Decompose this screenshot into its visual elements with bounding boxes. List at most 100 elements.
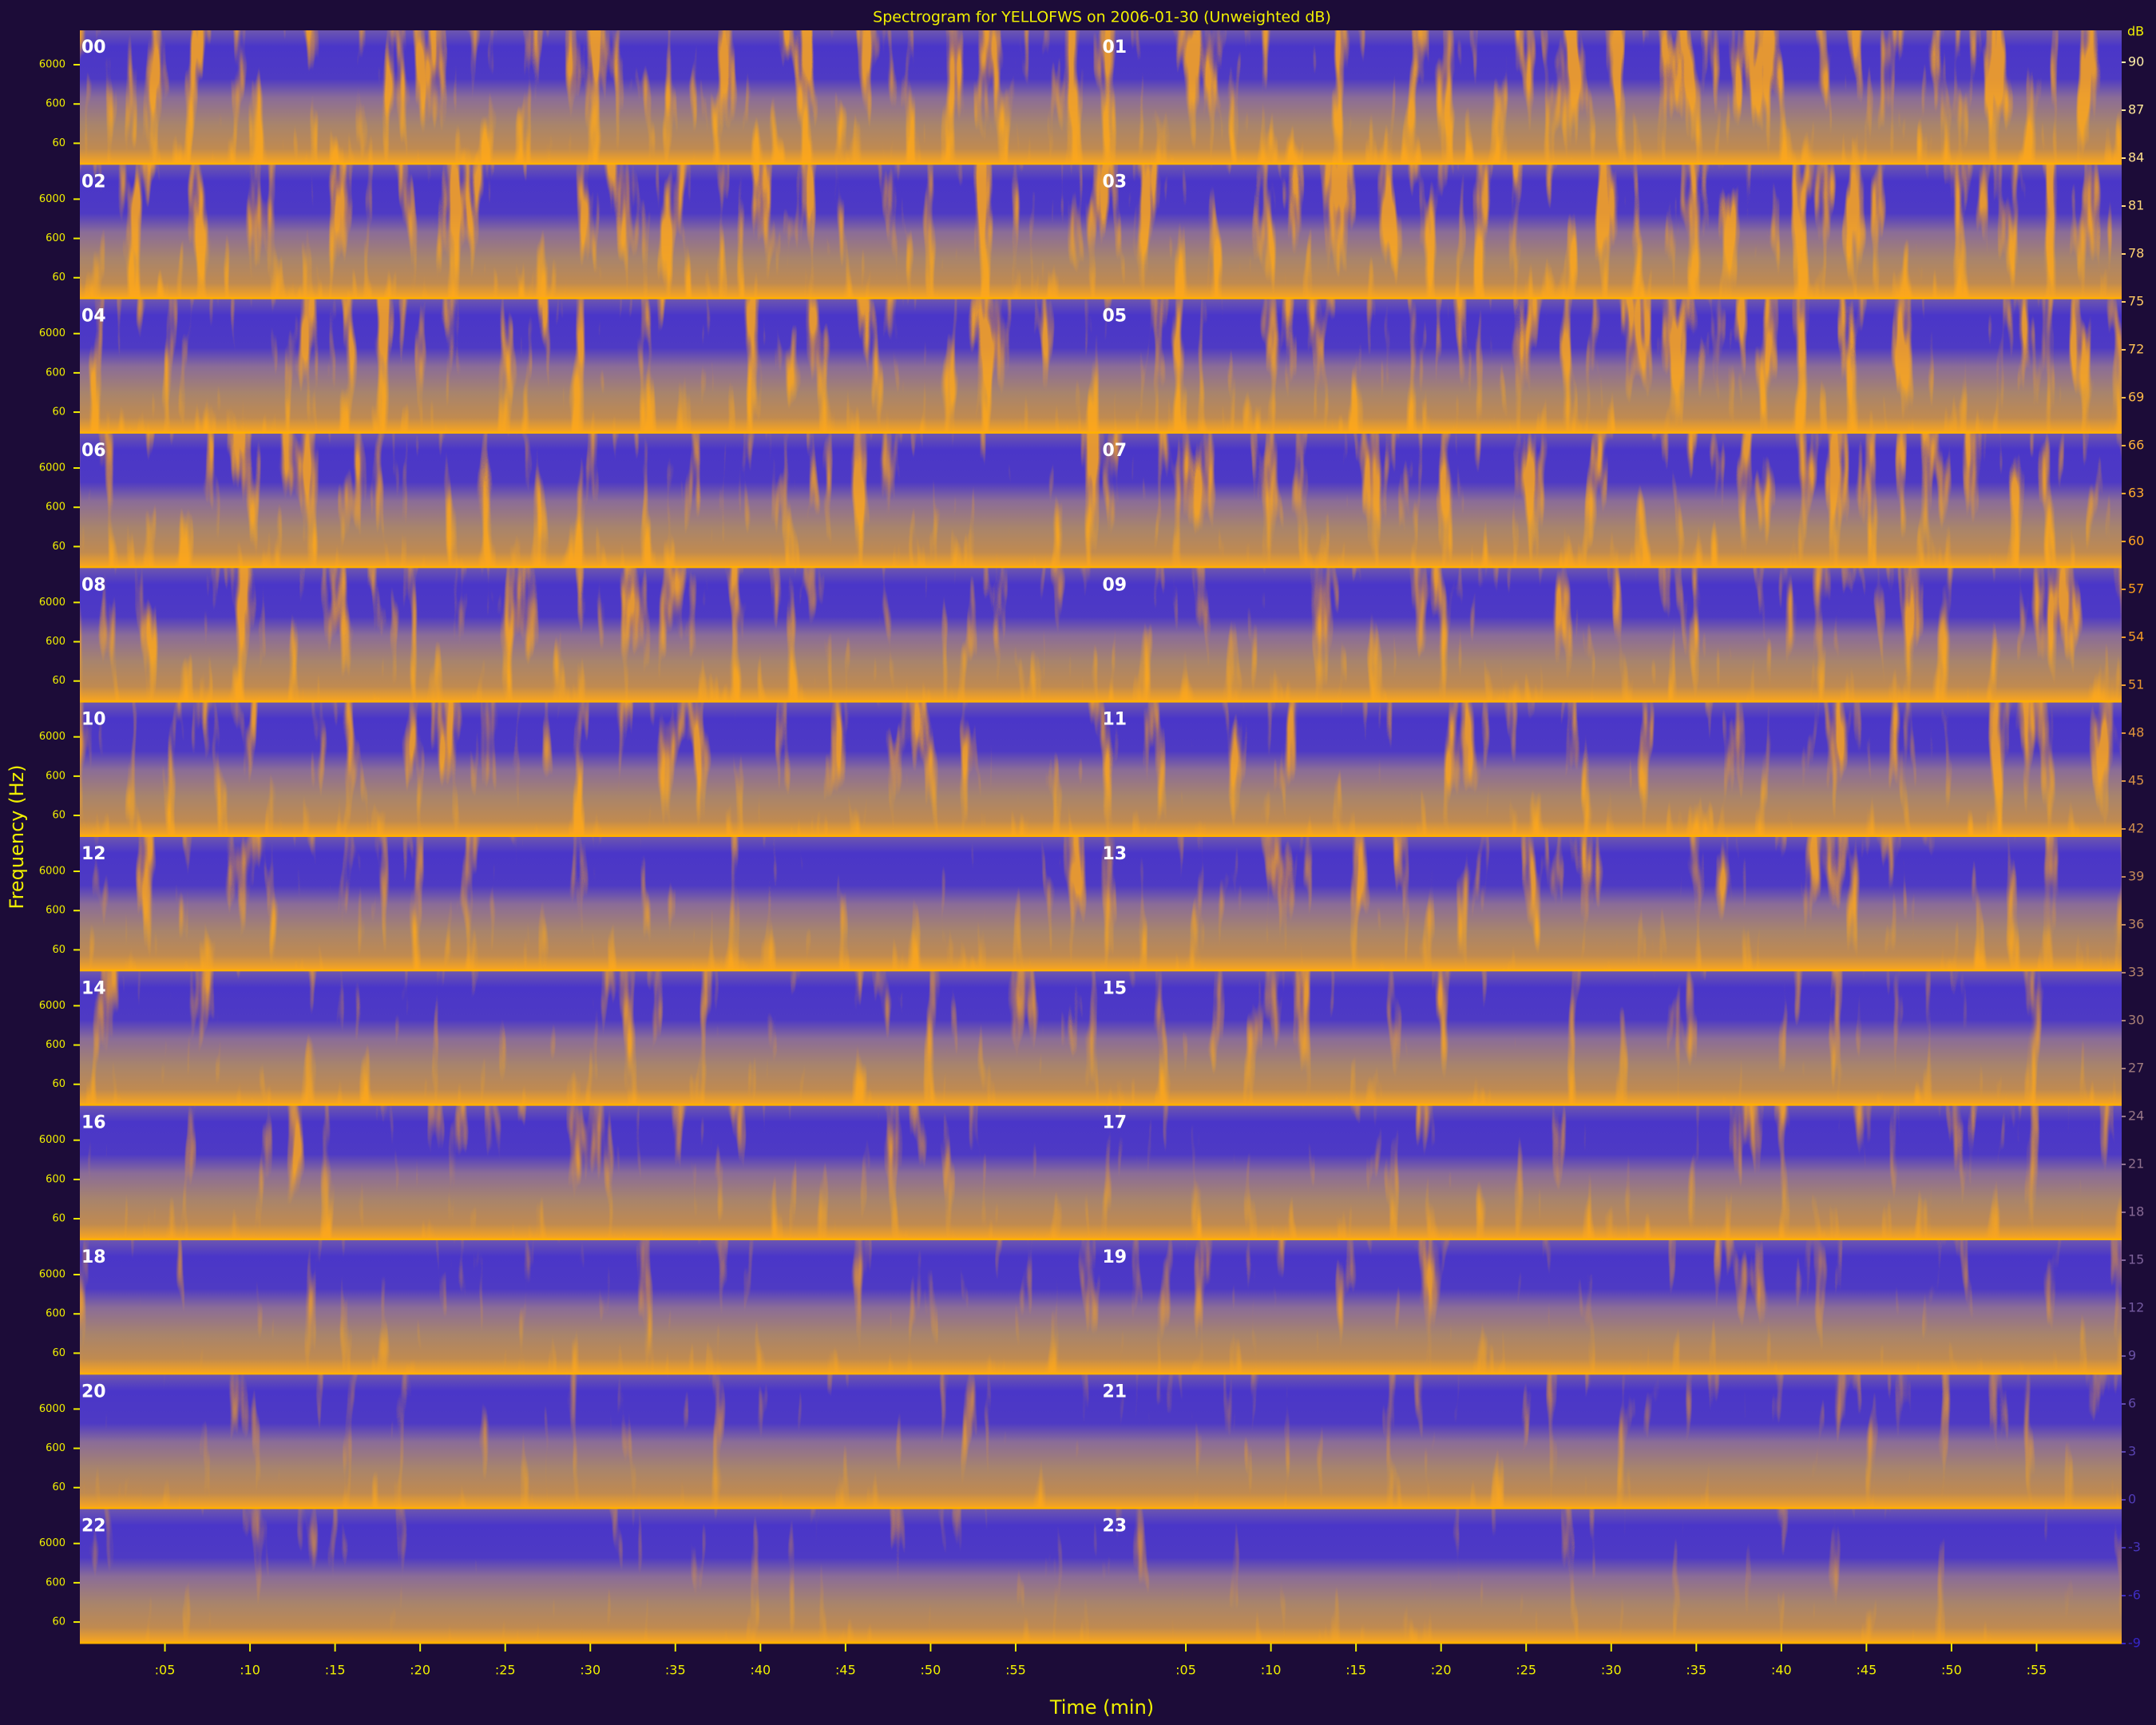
hour-label: 03 xyxy=(1103,172,1128,192)
x-tick-label: :35 xyxy=(1686,1663,1706,1678)
x-tick-label: :45 xyxy=(835,1663,856,1678)
colorbar-tick-label: 69 xyxy=(2128,390,2144,405)
y-tick-label: 60 xyxy=(52,137,65,149)
x-tick-label: :55 xyxy=(2027,1663,2047,1678)
colorbar-tick-label: 18 xyxy=(2128,1204,2144,1219)
hour-label: 20 xyxy=(81,1382,106,1402)
hour-label: 10 xyxy=(81,710,106,730)
hour-label: 09 xyxy=(1103,575,1128,595)
spectrogram-texture xyxy=(80,434,2122,569)
y-tick-label: 600 xyxy=(46,502,65,514)
colorbar-tick-label: -3 xyxy=(2128,1540,2141,1555)
colorbar-tick-label: 33 xyxy=(2128,965,2144,980)
spectrogram-texture xyxy=(80,1240,2122,1375)
hour-label: 22 xyxy=(81,1517,106,1537)
hour-label: 16 xyxy=(81,1113,106,1133)
colorbar-tick-label: -6 xyxy=(2128,1588,2141,1603)
colorbar-tick-label: 12 xyxy=(2128,1300,2144,1315)
spectrogram-texture xyxy=(80,1105,2122,1240)
hour-label: 06 xyxy=(81,441,106,461)
y-tick-label: 60 xyxy=(52,944,65,956)
colorbar-tick-label: 30 xyxy=(2128,1013,2144,1028)
x-tick-label: :40 xyxy=(750,1663,771,1678)
hour-label: 05 xyxy=(1103,307,1128,327)
colorbar-label: dB xyxy=(2127,24,2144,39)
colorbar-tick-label: 27 xyxy=(2128,1061,2144,1076)
x-tick-label: :10 xyxy=(1261,1663,1282,1678)
colorbar-tick-label: 51 xyxy=(2128,677,2144,692)
chart-title: Spectrogram for YELLOFWS on 2006-01-30 (… xyxy=(873,9,1331,26)
colorbar-tick-label: 45 xyxy=(2128,773,2144,788)
y-tick-label: 60 xyxy=(52,272,65,284)
colorbar-tick-label: 42 xyxy=(2128,821,2144,836)
y-tick-label: 6000 xyxy=(39,1134,65,1146)
x-tick-label: :15 xyxy=(325,1663,346,1678)
hour-label: 15 xyxy=(1103,978,1128,998)
y-tick-label: 6000 xyxy=(39,1537,65,1549)
spectrogram-texture xyxy=(80,702,2122,837)
y-tick-label: 600 xyxy=(46,905,65,917)
y-tick-label: 6000 xyxy=(39,327,65,339)
colorbar-tick-label: 81 xyxy=(2128,198,2144,213)
y-tick-label: 6000 xyxy=(39,866,65,878)
x-tick-label: :45 xyxy=(1857,1663,1877,1678)
colorbar-tick-label: -9 xyxy=(2128,1636,2141,1651)
hour-label: 17 xyxy=(1103,1113,1128,1133)
colorbar-tick-label: 60 xyxy=(2128,533,2144,549)
x-tick-label: :05 xyxy=(155,1663,176,1678)
y-tick-label: 600 xyxy=(46,1308,65,1320)
y-tick-label: 600 xyxy=(46,770,65,782)
y-tick-label: 600 xyxy=(46,232,65,244)
x-axis-label: Time (min) xyxy=(1049,1696,1154,1719)
x-tick-label: :50 xyxy=(921,1663,941,1678)
y-axis-label: Frequency (Hz) xyxy=(6,765,28,910)
colorbar-tick-label: 72 xyxy=(2128,342,2144,357)
y-tick-label: 60 xyxy=(52,1213,65,1225)
hour-label: 19 xyxy=(1103,1247,1128,1267)
spectrogram-texture xyxy=(80,568,2122,703)
x-tick-label: :05 xyxy=(1175,1663,1196,1678)
hour-label: 04 xyxy=(81,307,106,327)
x-tick-label: :40 xyxy=(1771,1663,1792,1678)
spectrogram-texture xyxy=(80,971,2122,1106)
colorbar-tick-label: 24 xyxy=(2128,1108,2144,1124)
colorbar-tick-label: 63 xyxy=(2128,486,2144,501)
x-tick-label: :35 xyxy=(665,1663,686,1678)
colorbar-tick-label: 6 xyxy=(2128,1396,2136,1411)
colorbar-tick-label: 78 xyxy=(2128,246,2144,261)
hour-label: 14 xyxy=(81,978,106,998)
hour-label: 00 xyxy=(81,38,106,58)
y-tick-label: 6000 xyxy=(39,1000,65,1012)
y-tick-label: 6000 xyxy=(39,731,65,743)
spectrogram-texture xyxy=(80,30,2122,165)
x-tick-label: :30 xyxy=(580,1663,600,1678)
colorbar-tick-label: 9 xyxy=(2128,1348,2136,1363)
colorbar-tick-label: 36 xyxy=(2128,917,2144,932)
y-tick-label: 600 xyxy=(46,1442,65,1454)
hour-label: 18 xyxy=(81,1247,106,1267)
colorbar-tick-label: 3 xyxy=(2128,1444,2136,1459)
colorbar-tick-label: 84 xyxy=(2128,150,2144,165)
spectrogram-texture xyxy=(80,165,2122,299)
colorbar-tick-label: 54 xyxy=(2128,629,2144,644)
x-tick-label: :55 xyxy=(1005,1663,1026,1678)
hour-label: 01 xyxy=(1103,38,1128,58)
x-tick-label: :10 xyxy=(240,1663,260,1678)
colorbar-tick-label: 57 xyxy=(2128,581,2144,597)
colorbar-tick-label: 90 xyxy=(2128,54,2144,69)
y-tick-label: 6000 xyxy=(39,1403,65,1415)
hour-label: 13 xyxy=(1103,844,1128,864)
spectrogram-texture xyxy=(80,1374,2122,1509)
colorbar-tick-label: 21 xyxy=(2128,1156,2144,1172)
y-tick-label: 6000 xyxy=(39,597,65,609)
hour-label: 07 xyxy=(1103,441,1128,461)
y-tick-label: 60 xyxy=(52,541,65,553)
hour-label: 02 xyxy=(81,172,106,192)
y-tick-label: 60 xyxy=(52,810,65,822)
hour-label: 12 xyxy=(81,844,106,864)
y-tick-label: 600 xyxy=(46,636,65,648)
y-tick-label: 60 xyxy=(52,1616,65,1628)
x-tick-label: :25 xyxy=(495,1663,516,1678)
y-tick-label: 6000 xyxy=(39,1269,65,1281)
